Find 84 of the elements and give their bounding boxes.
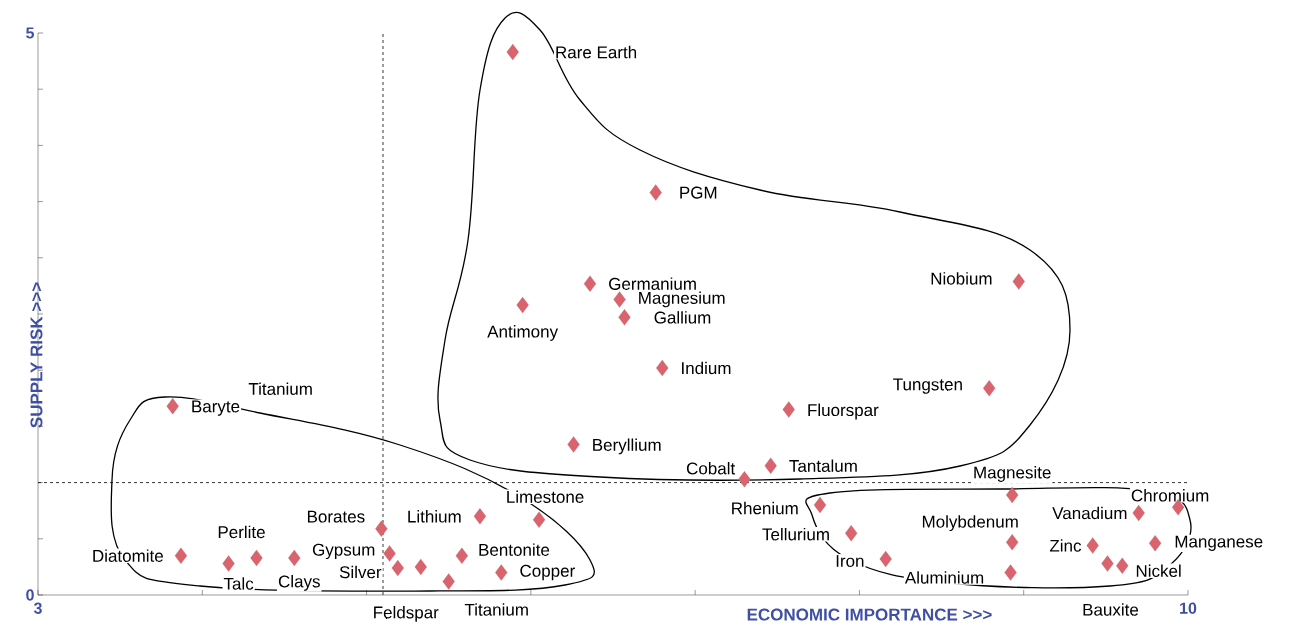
- annotation: Chromium: [1131, 489, 1209, 502]
- annotation: Niobium: [931, 272, 992, 285]
- point: [506, 44, 519, 61]
- point: [649, 184, 662, 201]
- point: [613, 291, 626, 308]
- point: [764, 457, 777, 474]
- annotation: Clays: [278, 574, 320, 591]
- point: [414, 558, 427, 575]
- x-axis-title: ECONOMIC IMPORTANCE >>>: [747, 608, 992, 621]
- point: [442, 573, 455, 590]
- annotation: Copper: [520, 564, 575, 581]
- annotation: Vanadium: [1052, 506, 1127, 520]
- annotation: Fluorspar: [808, 403, 879, 420]
- point: [1004, 564, 1017, 581]
- point: [288, 549, 301, 567]
- point: [455, 547, 468, 564]
- point: [532, 511, 546, 528]
- point: [1006, 534, 1019, 551]
- point: [1086, 537, 1099, 554]
- annotation: Silver: [339, 565, 382, 579]
- x-tick-label: 10: [1180, 602, 1197, 614]
- annotation: PGM: [680, 186, 717, 199]
- annotation: Magnesium: [639, 291, 725, 308]
- annotation: Feldspar: [374, 605, 439, 622]
- point: [738, 471, 751, 488]
- point: [618, 309, 631, 326]
- annotation: Perlite: [218, 525, 265, 539]
- point: [1149, 535, 1162, 552]
- point: [222, 555, 235, 572]
- point: [516, 296, 529, 314]
- annotation: Indium: [682, 361, 731, 375]
- point: [375, 520, 388, 537]
- y-axis-title: SUPPLY RISK >>>: [30, 282, 43, 428]
- annotation: Bauxite: [1083, 603, 1139, 616]
- point: [567, 436, 580, 453]
- annotation: Magnesite: [974, 466, 1051, 482]
- point: [1101, 555, 1114, 572]
- annotation: Germanium: [609, 277, 696, 290]
- annotation: Titanium: [464, 603, 528, 616]
- annotation: Tellurium: [762, 527, 829, 541]
- annotation: Rhenium: [732, 501, 798, 515]
- annotation: Bentonite: [479, 543, 550, 556]
- annotation: Gypsum: [312, 543, 375, 560]
- annotation: Lithium: [408, 510, 461, 523]
- annotation: Rare Earth: [556, 45, 637, 59]
- annotation: Molybdenum: [922, 515, 1018, 532]
- annotation: Beryllium: [593, 438, 661, 455]
- annotation: Zinc: [1049, 539, 1082, 552]
- point: [166, 398, 179, 415]
- point: [1006, 486, 1019, 504]
- annotation: Talc: [223, 577, 254, 590]
- point: [1012, 273, 1025, 290]
- annotation: Cobalt: [686, 461, 736, 475]
- y-tick-label: 5: [26, 27, 35, 39]
- annotation: Manganese: [1175, 535, 1263, 551]
- annotation: Iron: [836, 555, 864, 567]
- annotation: Limestone: [507, 490, 584, 503]
- point: [391, 559, 404, 577]
- x-tick-label: 3: [33, 602, 42, 614]
- annotation: Borates: [307, 510, 365, 523]
- y-tick-label: 0: [26, 589, 34, 601]
- annotation: Titanium: [248, 382, 312, 395]
- annotation: Gallium: [654, 311, 711, 324]
- point: [813, 496, 827, 514]
- point: [879, 550, 892, 568]
- point: [473, 508, 487, 525]
- point: [983, 380, 996, 397]
- point: [1132, 504, 1145, 522]
- point: [250, 549, 263, 567]
- annotation: Baryte: [192, 400, 240, 416]
- annotation: Diatomite: [93, 549, 163, 562]
- point: [383, 545, 396, 562]
- point: [656, 359, 669, 377]
- point: [174, 547, 188, 564]
- point: [1116, 557, 1129, 574]
- annotation: Antimony: [487, 325, 559, 341]
- annotation: Nickel: [1136, 564, 1181, 578]
- annotation: Tungsten: [893, 378, 962, 394]
- point: [583, 275, 597, 292]
- point: [845, 525, 858, 542]
- annotation: Aluminium: [904, 571, 984, 584]
- point: [782, 401, 795, 418]
- annotation: Tantalum: [789, 459, 857, 472]
- point: [495, 564, 508, 581]
